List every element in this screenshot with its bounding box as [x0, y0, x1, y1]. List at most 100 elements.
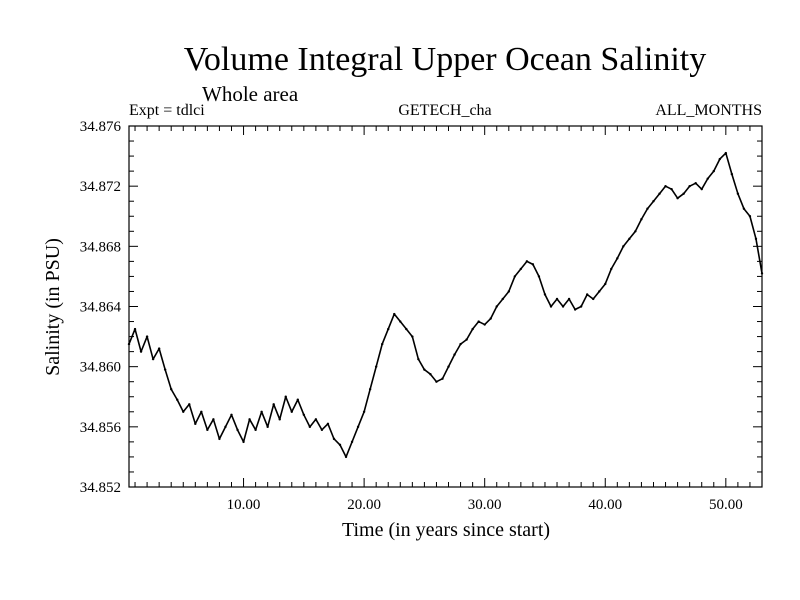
- data-point: [284, 395, 287, 398]
- data-point: [260, 410, 263, 413]
- data-point: [399, 320, 402, 323]
- data-point: [585, 293, 589, 296]
- y-tick-label: 34.856: [80, 420, 122, 436]
- data-point: [748, 215, 752, 218]
- y-tick-label: 34.852: [80, 480, 121, 496]
- data-point: [694, 181, 697, 185]
- data-point: [495, 305, 498, 308]
- data-point: [453, 353, 456, 356]
- data-point: [573, 308, 577, 311]
- data-point: [598, 290, 601, 293]
- data-point: [507, 290, 510, 293]
- data-point: [537, 275, 541, 278]
- x-tick-label: 50.00: [709, 497, 743, 513]
- x-tick-label: 40.00: [588, 497, 622, 513]
- y-tick-label: 34.864: [80, 300, 122, 316]
- data-point: [471, 327, 474, 331]
- data-point: [230, 413, 233, 416]
- data-point: [459, 342, 462, 346]
- data-point: [616, 257, 619, 260]
- plot-frame: [128, 125, 763, 488]
- data-point: [248, 418, 251, 421]
- data-point: [368, 388, 372, 391]
- data-point: [170, 388, 173, 391]
- data-point: [290, 410, 293, 413]
- data-point: [350, 440, 354, 444]
- data-point: [314, 418, 318, 421]
- data-point: [308, 425, 312, 429]
- data-point: [513, 275, 517, 278]
- y-tick-label: 34.876: [80, 119, 122, 135]
- data-point: [543, 293, 547, 296]
- data-point: [405, 327, 408, 331]
- data-point: [387, 327, 390, 331]
- data-point: [423, 368, 426, 371]
- data-point: [151, 357, 155, 361]
- series-points: [127, 151, 764, 459]
- data-point: [549, 305, 553, 308]
- data-point: [730, 172, 734, 176]
- data-point: [604, 282, 607, 286]
- data-point: [519, 267, 523, 271]
- data-point: [610, 267, 613, 271]
- data-point: [664, 184, 667, 188]
- data-point: [188, 403, 191, 406]
- data-point: [688, 184, 691, 188]
- x-axis: 10.00 20.00 30.00 40.00 50.00: [134, 126, 763, 513]
- data-point: [501, 297, 504, 301]
- data-point: [760, 272, 764, 275]
- data-point: [652, 200, 655, 203]
- data-point: [742, 207, 746, 210]
- header-left: Expt = tdlci: [129, 102, 205, 119]
- data-point: [374, 365, 378, 368]
- data-point: [736, 192, 740, 195]
- data-point: [700, 187, 703, 191]
- x-tick-label: 10.00: [227, 497, 261, 513]
- data-point: [332, 437, 336, 441]
- y-tick-label: 34.868: [80, 239, 121, 255]
- y-tick-label: 34.872: [80, 179, 121, 195]
- data-point: [242, 440, 245, 444]
- header-right: ALL_MONTHS: [655, 102, 762, 119]
- data-point: [465, 338, 468, 341]
- data-point: [417, 357, 420, 361]
- data-point: [356, 425, 360, 429]
- data-point: [206, 428, 209, 432]
- data-point: [302, 413, 306, 416]
- data-point: [278, 418, 281, 421]
- data-point: [555, 297, 559, 301]
- data-point: [435, 380, 438, 383]
- y-axis: 34.852 34.856 34.860 34.864 34.868 34.872 34.8…: [80, 119, 762, 496]
- data-point: [133, 327, 137, 331]
- y-axis-label: Salinity (in PSU): [42, 238, 64, 376]
- data-point: [682, 192, 685, 195]
- data-point: [224, 425, 227, 429]
- data-point: [628, 237, 631, 241]
- data-point: [489, 317, 492, 320]
- data-point: [320, 428, 324, 432]
- data-point: [194, 422, 197, 426]
- chart-subtitle: Whole area: [202, 82, 299, 106]
- data-point: [163, 368, 167, 371]
- data-point: [296, 398, 299, 401]
- plot-border: [128, 125, 763, 488]
- data-point: [477, 320, 480, 323]
- data-point: [754, 237, 758, 241]
- data-point: [670, 187, 673, 191]
- data-point: [157, 347, 161, 350]
- data-point: [429, 372, 432, 376]
- data-point: [531, 263, 535, 266]
- data-point: [145, 335, 149, 338]
- data-point: [646, 207, 649, 210]
- data-point: [344, 455, 348, 459]
- data-point: [212, 418, 215, 421]
- data-point: [338, 443, 342, 447]
- data-point: [218, 437, 221, 441]
- data-point: [525, 260, 529, 263]
- data-point: [127, 342, 131, 346]
- data-point: [579, 305, 583, 308]
- data-point: [441, 377, 444, 380]
- data-point: [447, 365, 450, 368]
- data-point: [411, 335, 414, 338]
